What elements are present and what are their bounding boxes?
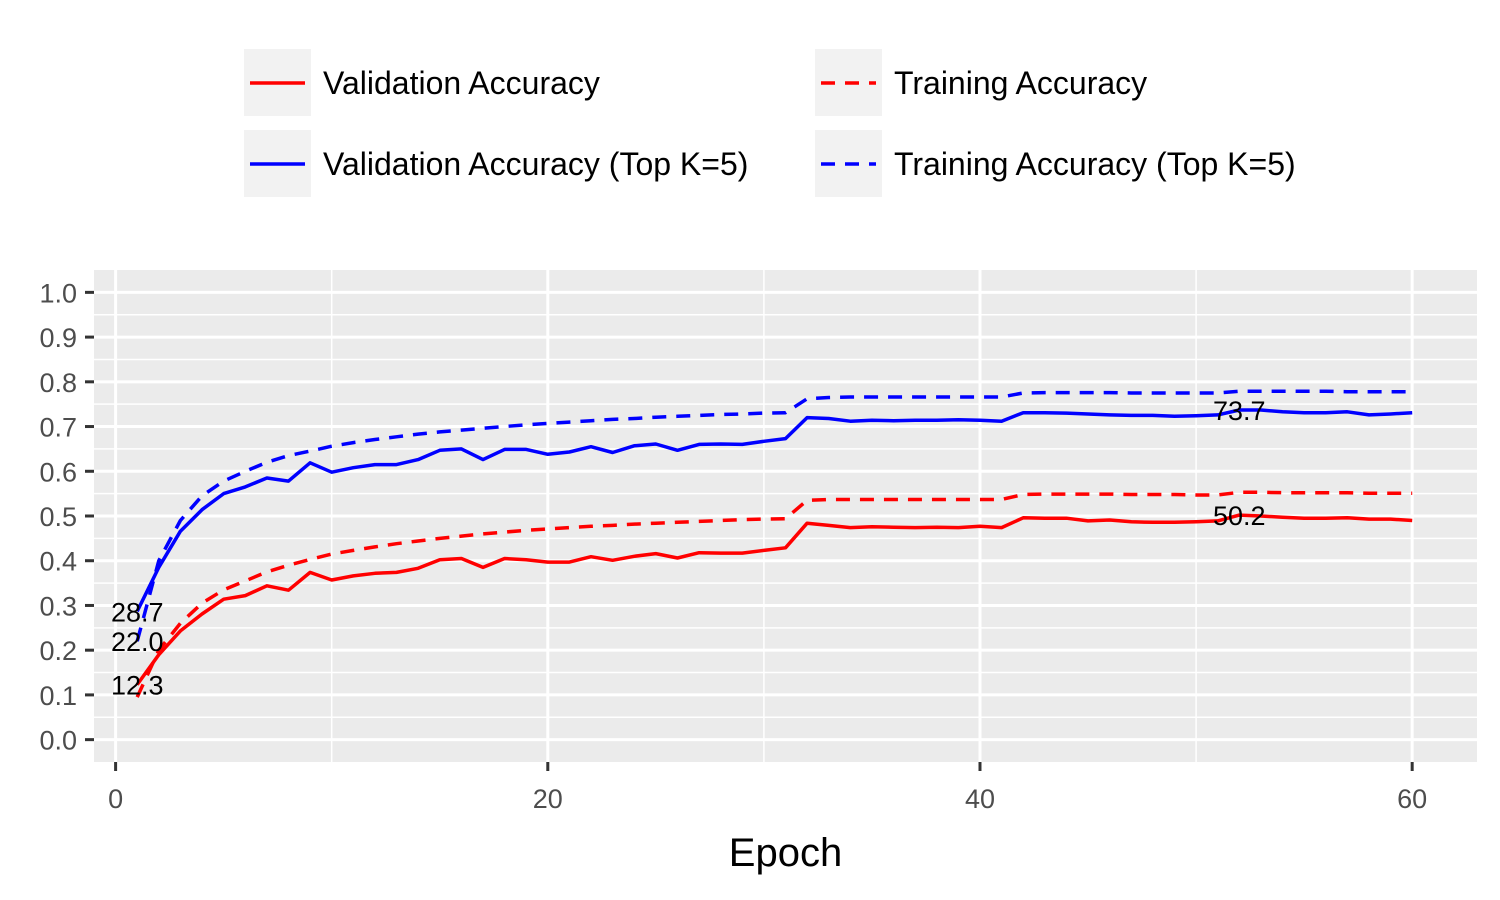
series-line-training-accuracy <box>135 490 1413 698</box>
y-tick-label: 0.5 <box>39 502 77 532</box>
y-tick-label: 0.9 <box>39 323 77 353</box>
legend-label: Training Accuracy (Top K=5) <box>894 146 1296 182</box>
y-tick-label: 1.0 <box>39 278 77 308</box>
y-tick-label: 0.4 <box>39 547 77 577</box>
data-label: 28.7 <box>111 597 164 627</box>
x-tick-label: 0 <box>108 784 123 814</box>
x-tick-label: 20 <box>533 784 563 814</box>
y-tick-label: 0.0 <box>39 726 77 756</box>
y-tick-label: 0.7 <box>39 413 77 443</box>
data-label: 22.0 <box>111 627 164 657</box>
series-line-training-accuracy-top-k-5 <box>135 389 1413 642</box>
legend: Validation Accuracy Training Accuracy Vali… <box>244 49 1296 197</box>
legend-label: Training Accuracy <box>894 65 1147 101</box>
series-line-validation-accuracy-top-k-5 <box>135 408 1413 613</box>
x-tick-label: 40 <box>965 784 995 814</box>
x-tick-label: 60 <box>1397 784 1427 814</box>
data-label: 50.2 <box>1213 501 1266 531</box>
data-label: 73.7 <box>1213 396 1266 426</box>
series-lines <box>135 389 1413 698</box>
y-tick-label: 0.3 <box>39 591 77 621</box>
minor-gridlines <box>94 270 1477 762</box>
series-line-validation-accuracy <box>135 513 1413 686</box>
y-tick-label: 0.1 <box>39 681 77 711</box>
y-tick-label: 0.8 <box>39 368 77 398</box>
data-label: 12.3 <box>111 671 164 701</box>
major-gridlines <box>94 270 1477 762</box>
y-axis: 0.0 0.1 0.2 0.3 0.4 0.5 0.6 0.7 0.8 0.9 1.0 <box>39 278 94 756</box>
y-tick-label: 0.6 <box>39 457 77 487</box>
x-axis-title: Epoch <box>729 831 842 875</box>
legend-label: Validation Accuracy <box>323 65 600 101</box>
annotations: 28.722.0 12.3 73.7 50.2 <box>111 396 1266 701</box>
y-tick-label: 0.2 <box>39 636 77 666</box>
x-axis: 0 20 40 60 <box>108 762 1427 814</box>
legend-label: Validation Accuracy (Top K=5) <box>323 146 748 182</box>
